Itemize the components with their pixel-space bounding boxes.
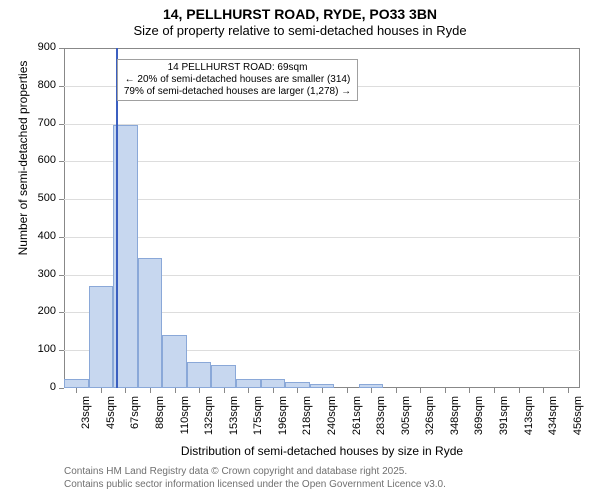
annotation-line: 79% of semi-detached houses are larger (… xyxy=(124,86,351,98)
y-tick-mark xyxy=(59,124,64,125)
x-tick-mark xyxy=(248,388,249,393)
chart-title-line2: Size of property relative to semi-detach… xyxy=(0,22,600,38)
y-tick-label: 300 xyxy=(24,268,56,280)
y-tick-mark xyxy=(59,199,64,200)
footer-line2: Contains public sector information licen… xyxy=(64,479,446,490)
y-grid-line xyxy=(64,124,580,125)
x-tick-mark xyxy=(273,388,274,393)
histogram-bar xyxy=(236,379,261,388)
x-tick-label: 413sqm xyxy=(523,396,535,446)
x-tick-label: 153sqm xyxy=(228,396,240,446)
histogram-bar xyxy=(211,365,236,388)
annotation-line: ← 20% of semi-detached houses are smalle… xyxy=(124,74,351,86)
x-tick-mark xyxy=(76,388,77,393)
x-tick-label: 326sqm xyxy=(424,396,436,446)
x-tick-mark xyxy=(125,388,126,393)
y-tick-mark xyxy=(59,48,64,49)
y-tick-mark xyxy=(59,275,64,276)
x-tick-label: 305sqm xyxy=(400,396,412,446)
x-tick-mark xyxy=(494,388,495,393)
x-tick-mark xyxy=(371,388,372,393)
annotation-line: 14 PELLHURST ROAD: 69sqm xyxy=(124,62,351,74)
x-tick-label: 369sqm xyxy=(473,396,485,446)
y-tick-mark xyxy=(59,86,64,87)
y-tick-label: 700 xyxy=(24,117,56,129)
annotation-box: 14 PELLHURST ROAD: 69sqm← 20% of semi-de… xyxy=(117,59,358,101)
x-tick-mark xyxy=(297,388,298,393)
x-tick-mark xyxy=(175,388,176,393)
x-tick-mark xyxy=(224,388,225,393)
x-tick-mark xyxy=(445,388,446,393)
y-tick-label: 0 xyxy=(24,381,56,393)
y-tick-label: 200 xyxy=(24,305,56,317)
x-tick-mark xyxy=(347,388,348,393)
x-tick-label: 240sqm xyxy=(326,396,338,446)
chart-title-line1: 14, PELLHURST ROAD, RYDE, PO33 3BN xyxy=(0,0,600,22)
y-grid-line xyxy=(64,161,580,162)
x-tick-label: 132sqm xyxy=(203,396,215,446)
x-tick-label: 67sqm xyxy=(129,396,141,446)
x-tick-mark xyxy=(543,388,544,393)
x-tick-label: 23sqm xyxy=(80,396,92,446)
x-tick-mark xyxy=(568,388,569,393)
y-tick-label: 100 xyxy=(24,343,56,355)
y-tick-label: 600 xyxy=(24,154,56,166)
x-tick-label: 88sqm xyxy=(154,396,166,446)
y-grid-line xyxy=(64,237,580,238)
x-tick-mark xyxy=(101,388,102,393)
x-tick-label: 218sqm xyxy=(301,396,313,446)
x-tick-label: 456sqm xyxy=(572,396,584,446)
y-tick-mark xyxy=(59,237,64,238)
y-tick-label: 400 xyxy=(24,230,56,242)
x-tick-label: 110sqm xyxy=(179,396,191,446)
y-grid-line xyxy=(64,199,580,200)
histogram-bar xyxy=(138,258,163,388)
x-tick-mark xyxy=(396,388,397,393)
x-tick-label: 391sqm xyxy=(498,396,510,446)
x-tick-mark xyxy=(322,388,323,393)
x-tick-mark xyxy=(469,388,470,393)
histogram-bar xyxy=(187,362,212,388)
y-tick-label: 900 xyxy=(24,41,56,53)
y-tick-mark xyxy=(59,350,64,351)
histogram-bar xyxy=(64,379,89,388)
x-tick-label: 434sqm xyxy=(547,396,559,446)
x-tick-mark xyxy=(519,388,520,393)
x-tick-mark xyxy=(199,388,200,393)
x-tick-label: 175sqm xyxy=(252,396,264,446)
histogram-bar xyxy=(261,379,286,388)
x-tick-label: 283sqm xyxy=(375,396,387,446)
y-tick-mark xyxy=(59,161,64,162)
footer-line1: Contains HM Land Registry data © Crown c… xyxy=(64,466,407,477)
x-axis-label: Distribution of semi-detached houses by … xyxy=(64,444,580,458)
y-tick-mark xyxy=(59,388,64,389)
histogram-bar xyxy=(89,286,114,388)
x-tick-mark xyxy=(150,388,151,393)
x-tick-label: 196sqm xyxy=(277,396,289,446)
x-tick-label: 348sqm xyxy=(449,396,461,446)
chart-container: 14, PELLHURST ROAD, RYDE, PO33 3BN Size … xyxy=(0,0,600,500)
x-tick-mark xyxy=(420,388,421,393)
y-tick-mark xyxy=(59,312,64,313)
x-tick-label: 261sqm xyxy=(351,396,363,446)
y-tick-label: 800 xyxy=(24,79,56,91)
y-tick-label: 500 xyxy=(24,192,56,204)
x-tick-label: 45sqm xyxy=(105,396,117,446)
histogram-bar xyxy=(162,335,187,388)
